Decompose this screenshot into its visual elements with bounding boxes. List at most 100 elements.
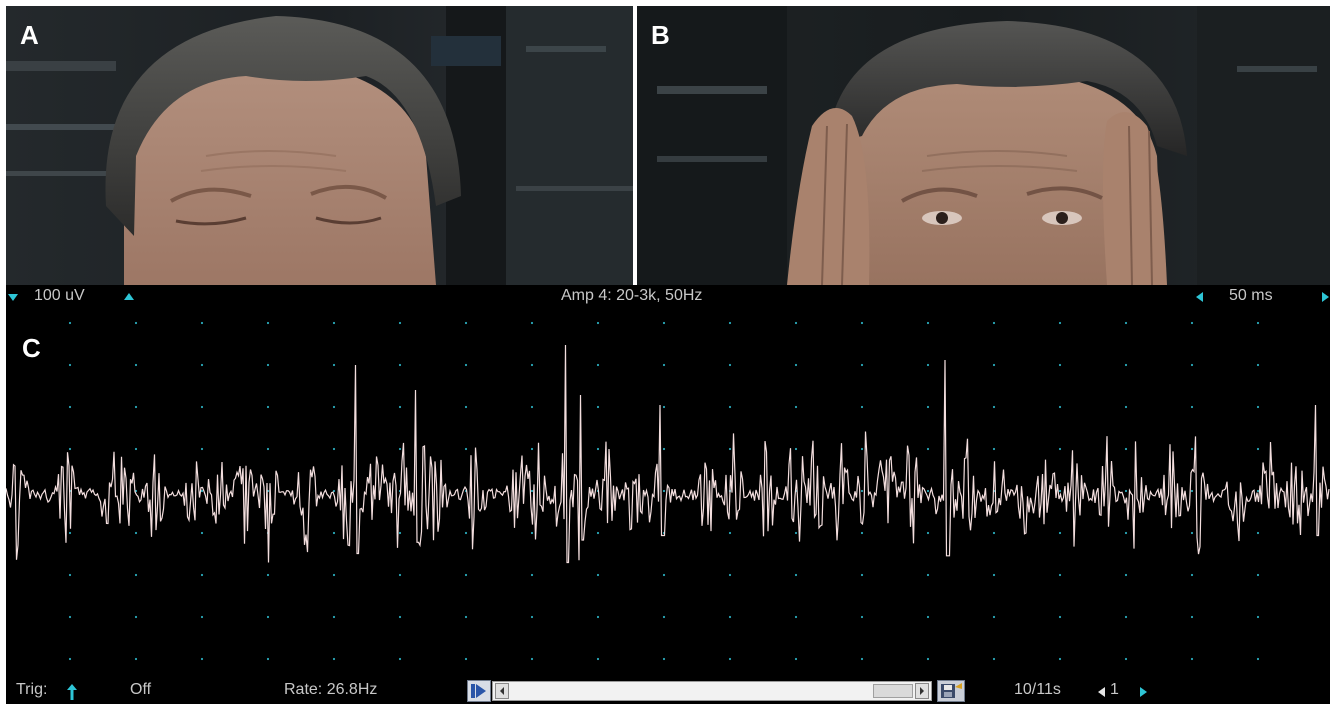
grid-dot (134, 447, 138, 451)
grid-dot (1124, 615, 1128, 619)
grid-dot (992, 363, 996, 367)
grid-dot (1256, 657, 1260, 661)
grid-dot (860, 447, 864, 451)
channel-left-icon[interactable] (1098, 687, 1105, 697)
grid-dot (332, 573, 336, 577)
grid-dot (530, 447, 534, 451)
grid-dot (1124, 573, 1128, 577)
grid-dot (794, 615, 798, 619)
photo-panel-b: B (637, 6, 1330, 285)
amplitude-down-icon[interactable] (8, 294, 18, 301)
grid-dot (1124, 363, 1128, 367)
grid-dot (266, 363, 270, 367)
grid-dot (926, 447, 930, 451)
grid-dot (200, 447, 204, 451)
grid-dot (596, 447, 600, 451)
grid-dot (68, 363, 72, 367)
grid-dot (332, 447, 336, 451)
grid-dot (200, 363, 204, 367)
grid-dot (728, 573, 732, 577)
grid-dot (794, 363, 798, 367)
timebase-right-icon[interactable] (1322, 292, 1329, 302)
grid-dot (1058, 489, 1062, 493)
grid-dot (530, 657, 534, 661)
grid-dot (794, 321, 798, 325)
grid-dot (662, 447, 666, 451)
grid-dot (200, 321, 204, 325)
grid-dot (662, 573, 666, 577)
face-photo-eyes-closed (6, 6, 633, 285)
grid-dot (200, 615, 204, 619)
grid-dot (1124, 405, 1128, 409)
grid-dot (1256, 447, 1260, 451)
amplitude-up-icon[interactable] (124, 293, 134, 300)
grid-dot (332, 489, 336, 493)
grid-dot (992, 657, 996, 661)
grid-dot (1058, 405, 1062, 409)
grid-dot (596, 363, 600, 367)
grid-dot (134, 531, 138, 535)
grid-dot (662, 405, 666, 409)
grid-dot (68, 573, 72, 577)
grid-dot (530, 531, 534, 535)
grid-dot (464, 615, 468, 619)
grid-dot (926, 405, 930, 409)
grid-dot (332, 657, 336, 661)
grid-dot (662, 489, 666, 493)
grid-dot (398, 573, 402, 577)
save-icon (941, 683, 962, 698)
grid-dot (926, 573, 930, 577)
scroll-thumb[interactable] (873, 684, 913, 698)
trigger-label: Trig: (16, 681, 48, 698)
scroll-right-button[interactable] (915, 683, 929, 699)
grid-dot (992, 447, 996, 451)
sweep-scrollbar[interactable] (467, 680, 965, 702)
save-button[interactable] (937, 680, 965, 702)
grid-dot (200, 489, 204, 493)
grid-dot (398, 615, 402, 619)
grid-dot (1256, 615, 1260, 619)
grid-dot (530, 321, 534, 325)
grid-dot (596, 405, 600, 409)
grid-dot (794, 531, 798, 535)
grid-dot (68, 321, 72, 325)
grid-dot (68, 405, 72, 409)
grid-dot (266, 573, 270, 577)
grid-dot (662, 363, 666, 367)
trigger-state[interactable]: Off (130, 681, 152, 698)
grid-dot (794, 405, 798, 409)
grid-dot (266, 447, 270, 451)
grid-dot (1058, 615, 1062, 619)
grid-dot (596, 615, 600, 619)
grid-dot (1124, 489, 1128, 493)
panel-label-c: C (22, 333, 41, 363)
scroll-left-button[interactable] (495, 683, 509, 699)
grid-dot (200, 573, 204, 577)
grid-dot (728, 405, 732, 409)
grid-dot (332, 321, 336, 325)
timebase-left-icon[interactable] (1196, 292, 1203, 302)
grid-dot (68, 657, 72, 661)
grid-dot (1190, 489, 1194, 493)
grid-dot (1190, 531, 1194, 535)
grid-dot (596, 573, 600, 577)
grid-dot (1058, 573, 1062, 577)
trigger-arrow-icon[interactable] (66, 683, 78, 701)
grid-dot (662, 615, 666, 619)
grid-dot (926, 489, 930, 493)
grid-dot (332, 615, 336, 619)
grid-dot (332, 405, 336, 409)
channel-readout: 1 (1110, 681, 1119, 698)
grid-dot (464, 447, 468, 451)
grid-dot (1256, 405, 1260, 409)
grid-dot (992, 573, 996, 577)
grid-dot (200, 531, 204, 535)
play-button[interactable] (467, 680, 491, 702)
channel-right-icon[interactable] (1140, 687, 1147, 697)
grid-dot (662, 321, 666, 325)
grid-dot (1058, 363, 1062, 367)
grid-dot (662, 657, 666, 661)
rate-readout: Rate: 26.8Hz (284, 681, 378, 698)
grid-dot (992, 531, 996, 535)
grid-dot (728, 657, 732, 661)
